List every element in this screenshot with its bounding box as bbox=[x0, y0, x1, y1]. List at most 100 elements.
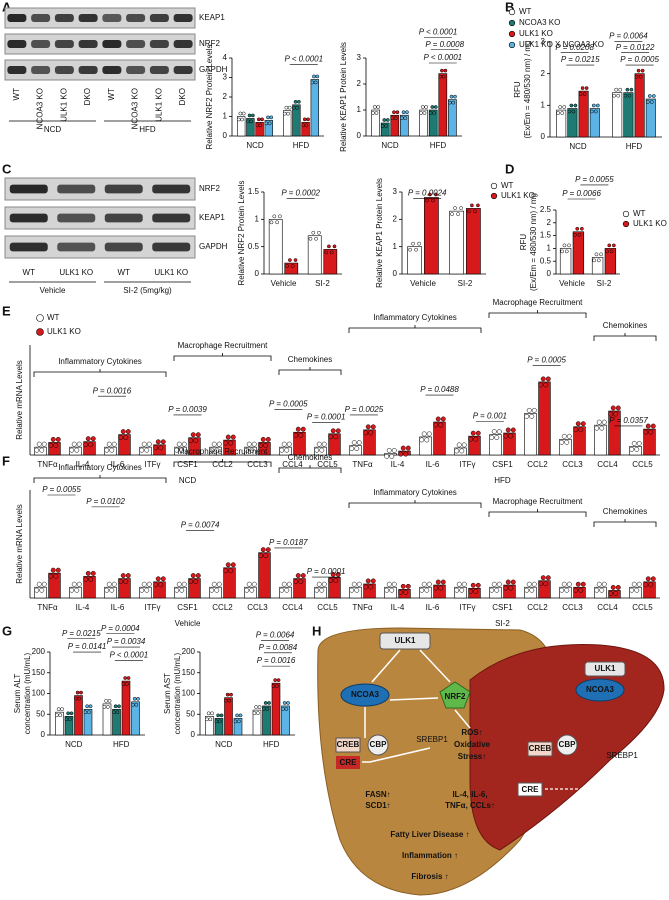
data-dot bbox=[139, 447, 145, 453]
data-dot bbox=[295, 573, 301, 579]
data-dot bbox=[228, 568, 234, 574]
data-dot bbox=[440, 579, 446, 585]
blot-band bbox=[9, 213, 48, 223]
diagram-label: CBP bbox=[370, 740, 388, 749]
x-tick-label: NCD bbox=[569, 142, 587, 151]
data-dot bbox=[273, 678, 277, 682]
lane-label: DKO bbox=[83, 88, 92, 105]
lane-label: ULK1 KO bbox=[59, 268, 93, 277]
p-value: P = 0.0055 bbox=[42, 485, 81, 494]
x-tick-label: SI-2 bbox=[458, 279, 473, 288]
data-dot bbox=[262, 707, 266, 711]
data-dot bbox=[627, 93, 632, 98]
data-dot bbox=[312, 74, 316, 79]
data-dot bbox=[607, 243, 612, 248]
data-dot bbox=[363, 584, 369, 590]
data-dot bbox=[456, 442, 462, 448]
x-tick-label: CCL4 bbox=[597, 603, 618, 612]
data-dot bbox=[214, 587, 220, 593]
data-dot bbox=[109, 447, 115, 453]
data-dot bbox=[571, 109, 576, 114]
data-dot bbox=[209, 447, 215, 453]
x-tick-label: CCL3 bbox=[562, 460, 583, 469]
data-dot bbox=[190, 432, 196, 438]
x-tick-label: Vehicle bbox=[271, 279, 297, 288]
diagram-label: FASN↑ bbox=[365, 790, 390, 799]
x-tick-label: CCL3 bbox=[247, 460, 268, 469]
cre-box bbox=[517, 782, 543, 797]
panel-label: D bbox=[505, 161, 514, 176]
data-dot bbox=[456, 581, 462, 587]
p-value: P = 0.0102 bbox=[86, 497, 125, 506]
data-dot bbox=[284, 587, 290, 593]
bar bbox=[503, 584, 516, 599]
data-dot bbox=[85, 704, 89, 709]
data-dot bbox=[564, 249, 569, 254]
y-tick-label: 0 bbox=[393, 269, 398, 278]
bar bbox=[489, 434, 502, 456]
bar bbox=[428, 109, 438, 137]
lane-label: WT bbox=[107, 88, 116, 101]
bar bbox=[524, 586, 537, 599]
data-dot bbox=[219, 713, 224, 718]
data-dot bbox=[282, 701, 287, 705]
x-tick-label: CSF1 bbox=[177, 603, 198, 612]
data-dot bbox=[316, 441, 322, 447]
data-dot bbox=[214, 447, 220, 453]
data-dot bbox=[494, 435, 500, 441]
data-dot bbox=[399, 116, 404, 121]
bar bbox=[578, 90, 589, 138]
data-dot bbox=[496, 429, 502, 435]
data-dot bbox=[398, 589, 404, 595]
data-dot bbox=[524, 587, 530, 593]
data-dot bbox=[451, 100, 456, 105]
blot-band bbox=[126, 66, 146, 74]
data-dot bbox=[265, 436, 271, 442]
bracket-label: Macrophage Recruitment bbox=[178, 341, 269, 350]
data-dot bbox=[223, 440, 229, 446]
blot-band bbox=[149, 14, 169, 22]
bar bbox=[246, 118, 255, 137]
blot-band bbox=[57, 213, 96, 223]
bar bbox=[589, 108, 600, 138]
bar bbox=[209, 586, 222, 599]
data-dot bbox=[121, 682, 126, 686]
data-dot bbox=[293, 99, 298, 104]
data-dot bbox=[238, 713, 243, 718]
y-axis-label: (Ex/Em = 480/530 nm) / mg bbox=[529, 193, 538, 291]
data-dot bbox=[573, 103, 578, 108]
blot-band bbox=[78, 66, 98, 74]
data-dot bbox=[441, 74, 446, 79]
data-dot bbox=[241, 111, 246, 116]
data-dot bbox=[636, 581, 642, 587]
bracket bbox=[488, 310, 587, 318]
data-dot bbox=[510, 579, 516, 585]
data-dot bbox=[433, 105, 438, 109]
bar bbox=[188, 578, 201, 599]
data-dot bbox=[293, 579, 299, 585]
legend-label: WT bbox=[633, 209, 646, 218]
p-value: P = 0.0064 bbox=[256, 631, 295, 640]
panel-label: C bbox=[2, 161, 12, 176]
data-dot bbox=[540, 575, 546, 581]
bracket bbox=[593, 333, 657, 341]
diagram-label: Fibrosis ↑ bbox=[411, 872, 448, 881]
data-dot bbox=[316, 581, 322, 587]
data-dot bbox=[53, 573, 59, 579]
y-tick-label: 0 bbox=[547, 269, 552, 278]
bar bbox=[214, 718, 224, 736]
data-dot bbox=[405, 445, 411, 451]
bracket bbox=[173, 459, 272, 467]
blot-band bbox=[57, 242, 96, 252]
p-value: P = 0.001 bbox=[473, 412, 507, 421]
data-dot bbox=[109, 587, 115, 593]
x-tick-label: CCL5 bbox=[317, 603, 338, 612]
bracket-label: Inflammatory Cytokines bbox=[373, 313, 457, 322]
data-dot bbox=[69, 447, 75, 453]
diagram-label: ROS↑ bbox=[461, 728, 482, 737]
data-dot bbox=[330, 428, 336, 434]
p-value: P = 0.0141 bbox=[68, 642, 107, 651]
p-value: P = 0.0016 bbox=[93, 386, 132, 395]
y-axis-label: (Ex/Em = 480/530 nm) / mg bbox=[523, 40, 532, 138]
y-tick-label: 2.5 bbox=[540, 205, 552, 214]
